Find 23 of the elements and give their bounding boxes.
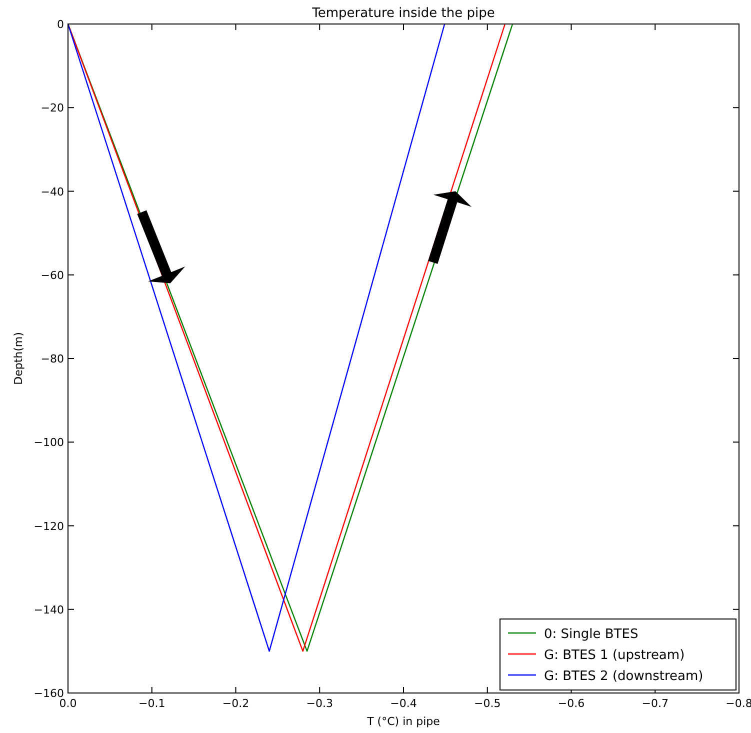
x-tick-label: −0.2 (222, 697, 250, 710)
x-tick-label: −0.3 (306, 697, 333, 710)
y-tick-label: 0 (57, 18, 64, 31)
legend-label: 0: Single BTES (544, 627, 638, 642)
x-tick-label: 0.0 (59, 697, 77, 710)
x-tick-label: −0.4 (390, 697, 417, 710)
legend-label: G: BTES 1 (upstream) (544, 648, 685, 663)
legend-label: G: BTES 2 (downstream) (544, 669, 704, 684)
x-axis-title: T (°C) in pipe (366, 715, 440, 728)
chart-title: Temperature inside the pipe (311, 6, 495, 21)
x-tick-label: −0.1 (138, 697, 166, 710)
y-tick-label: −40 (40, 185, 64, 198)
y-tick-label: −20 (40, 102, 64, 115)
y-tick-label: −100 (34, 436, 64, 450)
x-tick-label: −0.7 (642, 697, 668, 710)
y-tick-label: −120 (34, 520, 64, 533)
y-tick-label: −160 (34, 687, 64, 700)
y-tick-label: −80 (40, 352, 64, 366)
y-tick-label: −140 (34, 603, 64, 616)
y-tick-label: −60 (40, 268, 64, 282)
y-axis-title: Depth(m) (12, 332, 25, 385)
x-tick-label: −0.5 (474, 697, 501, 710)
x-tick-label: −0.6 (558, 697, 585, 710)
